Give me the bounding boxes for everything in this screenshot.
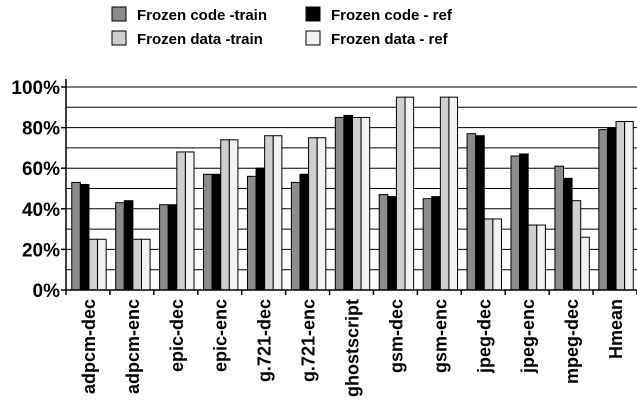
bar	[360, 116, 371, 291]
legend-swatch	[111, 30, 127, 46]
legend-swatch	[305, 6, 321, 22]
bar	[615, 121, 626, 291]
y-tick-label: 60%	[22, 159, 60, 180]
bar	[272, 135, 283, 291]
bar	[404, 96, 415, 291]
x-tick-label: g.721-enc	[299, 299, 319, 382]
bar	[387, 196, 397, 291]
legend-swatch	[305, 30, 321, 46]
bar	[308, 137, 318, 291]
bar	[606, 127, 617, 291]
x-tick-label: g.721-dec	[255, 299, 275, 382]
bar	[422, 198, 433, 291]
bar	[167, 204, 178, 291]
bar	[580, 236, 590, 291]
bar	[159, 204, 169, 291]
y-tick-label: 0%	[33, 281, 61, 302]
bar	[115, 202, 125, 291]
bar	[71, 181, 81, 291]
bar	[492, 218, 502, 291]
bar	[395, 96, 406, 291]
x-tick-label: ghostscript	[343, 299, 363, 397]
bar	[571, 200, 582, 291]
bar	[88, 238, 99, 291]
bar	[510, 155, 521, 291]
legend-swatch	[111, 6, 127, 22]
bar	[246, 175, 257, 291]
x-tick-label: adpcm-enc	[123, 299, 143, 394]
bar	[140, 238, 151, 291]
bar	[79, 183, 90, 291]
bar	[378, 194, 389, 291]
y-tick-label: 20%	[22, 240, 60, 261]
bar	[123, 200, 134, 291]
x-tick-label: epic-dec	[167, 299, 187, 372]
bar	[431, 196, 441, 291]
bars	[71, 96, 634, 291]
bar	[290, 181, 301, 291]
legend: Frozen code -train Frozen code - ref Froze…	[111, 6, 453, 48]
y-tick-label: 80%	[22, 119, 60, 140]
y-tick-label: 40%	[22, 200, 60, 221]
bar	[316, 137, 327, 291]
legend-label: Frozen code - ref	[331, 7, 453, 24]
bar	[132, 238, 142, 291]
bar	[554, 165, 565, 291]
bar	[334, 116, 345, 291]
bar	[184, 151, 195, 291]
bar	[475, 135, 485, 291]
x-tick-label: gsm-dec	[386, 299, 406, 373]
bar	[343, 114, 353, 291]
y-tick-labels: 0% 20% 40% 60% 80% 100%	[11, 78, 60, 302]
axes	[61, 79, 637, 295]
bar	[220, 139, 230, 291]
bar	[563, 177, 573, 291]
bar	[264, 135, 274, 291]
legend-label: Frozen data -train	[137, 31, 263, 48]
bar	[536, 224, 546, 291]
bar	[598, 129, 608, 291]
bar	[448, 96, 459, 291]
x-tick-label: gsm-enc	[430, 299, 450, 373]
x-tick-label: Hmean	[606, 299, 626, 359]
bar	[519, 153, 529, 291]
x-tick-label: jpeg-dec	[474, 299, 494, 374]
bar	[527, 224, 538, 291]
x-tick-label: mpeg-dec	[562, 299, 582, 384]
bar	[466, 133, 477, 291]
bar	[255, 167, 266, 291]
bar	[299, 173, 310, 291]
legend-label: Frozen data - ref	[331, 31, 449, 48]
x-tick-label: jpeg-enc	[518, 299, 538, 374]
bar	[352, 116, 362, 291]
bar	[228, 139, 239, 291]
bar	[483, 218, 494, 291]
bar	[624, 121, 634, 291]
bar	[203, 173, 213, 291]
legend-label: Frozen code -train	[137, 7, 267, 24]
bar	[439, 96, 450, 291]
bar	[176, 151, 186, 291]
y-tick-label: 100%	[11, 78, 60, 99]
x-tick-labels: adpcm-dec adpcm-enc epic-dec epic-enc g.721-…	[79, 299, 626, 397]
bar	[211, 173, 222, 291]
x-tick-label: adpcm-dec	[79, 299, 99, 394]
bar	[97, 238, 107, 291]
x-tick-label: epic-enc	[211, 299, 231, 372]
